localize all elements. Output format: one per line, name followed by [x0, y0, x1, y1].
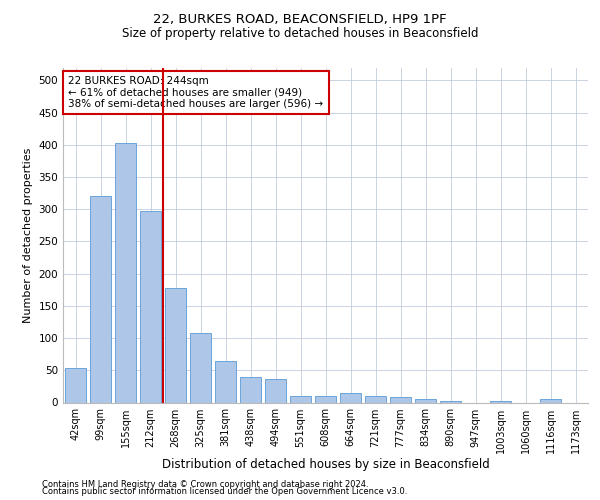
Bar [490, 401, 511, 402]
Y-axis label: Number of detached properties: Number of detached properties [23, 148, 33, 322]
Bar [90, 196, 111, 402]
Bar [440, 400, 461, 402]
Bar [340, 393, 361, 402]
Bar [540, 398, 561, 402]
Bar [390, 398, 411, 402]
Bar [190, 333, 211, 402]
Bar [115, 143, 136, 403]
Bar [365, 396, 386, 402]
Text: Contains public sector information licensed under the Open Government Licence v3: Contains public sector information licen… [42, 487, 407, 496]
Text: 22 BURKES ROAD: 244sqm
← 61% of detached houses are smaller (949)
38% of semi-de: 22 BURKES ROAD: 244sqm ← 61% of detached… [68, 76, 323, 109]
X-axis label: Distribution of detached houses by size in Beaconsfield: Distribution of detached houses by size … [161, 458, 490, 471]
Bar [165, 288, 186, 403]
Bar [290, 396, 311, 402]
Text: Size of property relative to detached houses in Beaconsfield: Size of property relative to detached ho… [122, 28, 478, 40]
Text: 22, BURKES ROAD, BEACONSFIELD, HP9 1PF: 22, BURKES ROAD, BEACONSFIELD, HP9 1PF [153, 12, 447, 26]
Bar [315, 396, 336, 402]
Bar [240, 376, 261, 402]
Bar [65, 368, 86, 402]
Bar [415, 400, 436, 402]
Bar [215, 360, 236, 403]
Text: Contains HM Land Registry data © Crown copyright and database right 2024.: Contains HM Land Registry data © Crown c… [42, 480, 368, 489]
Bar [140, 211, 161, 402]
Bar [265, 378, 286, 402]
